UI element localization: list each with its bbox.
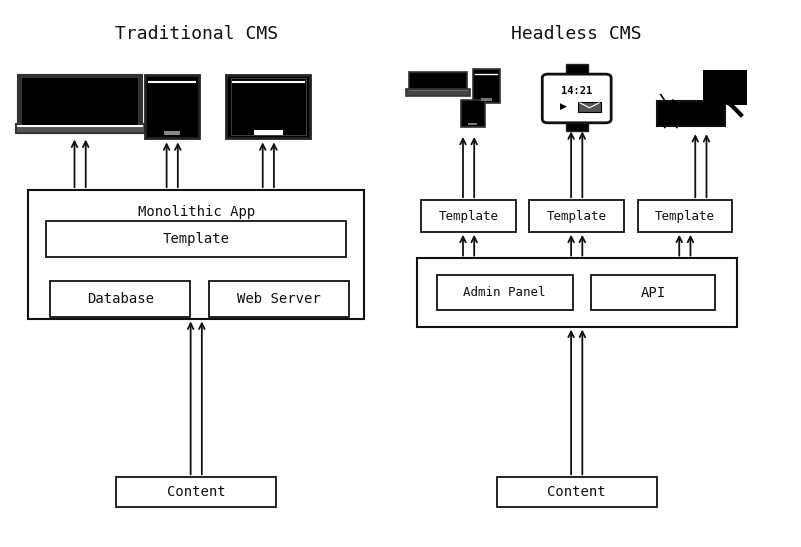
Text: Database: Database <box>87 292 154 306</box>
Text: ▶: ▶ <box>561 102 567 111</box>
Bar <box>529 200 624 232</box>
FancyBboxPatch shape <box>542 74 611 123</box>
Text: Traditional CMS: Traditional CMS <box>115 25 278 43</box>
Bar <box>638 200 732 232</box>
Text: Template: Template <box>547 210 606 223</box>
Text: Content: Content <box>167 485 226 499</box>
Bar <box>409 72 467 90</box>
Bar <box>116 477 276 508</box>
Bar <box>146 75 199 138</box>
Bar <box>164 131 180 135</box>
Text: API: API <box>640 286 666 300</box>
Bar <box>231 78 306 135</box>
Bar <box>417 258 737 327</box>
FancyBboxPatch shape <box>703 70 747 105</box>
Text: Monolithic App: Monolithic App <box>138 205 255 219</box>
Bar <box>657 101 725 126</box>
Text: Admin Panel: Admin Panel <box>464 286 545 299</box>
FancyBboxPatch shape <box>578 102 601 112</box>
Bar <box>50 282 191 317</box>
Bar <box>46 221 346 257</box>
Bar <box>254 130 283 135</box>
Bar <box>208 282 348 317</box>
Bar <box>590 275 714 311</box>
Bar <box>481 98 492 101</box>
Text: 14:21: 14:21 <box>561 86 593 96</box>
Bar <box>468 123 477 125</box>
Bar <box>421 200 516 232</box>
Text: Template: Template <box>163 232 230 246</box>
Text: Web Server: Web Server <box>237 292 320 306</box>
Bar <box>22 78 138 125</box>
Text: Content: Content <box>547 485 606 499</box>
Bar <box>566 116 588 131</box>
Bar <box>28 190 364 318</box>
Text: Template: Template <box>655 210 714 223</box>
Text: Headless CMS: Headless CMS <box>512 25 642 43</box>
Ellipse shape <box>709 84 733 97</box>
Bar <box>406 89 470 96</box>
Text: Template: Template <box>439 210 498 223</box>
FancyBboxPatch shape <box>18 75 143 132</box>
Bar <box>473 69 500 103</box>
Bar <box>227 75 311 138</box>
Bar <box>497 477 657 508</box>
Bar <box>461 100 485 127</box>
Bar <box>566 65 588 80</box>
Bar <box>437 275 573 311</box>
Bar <box>16 124 144 132</box>
